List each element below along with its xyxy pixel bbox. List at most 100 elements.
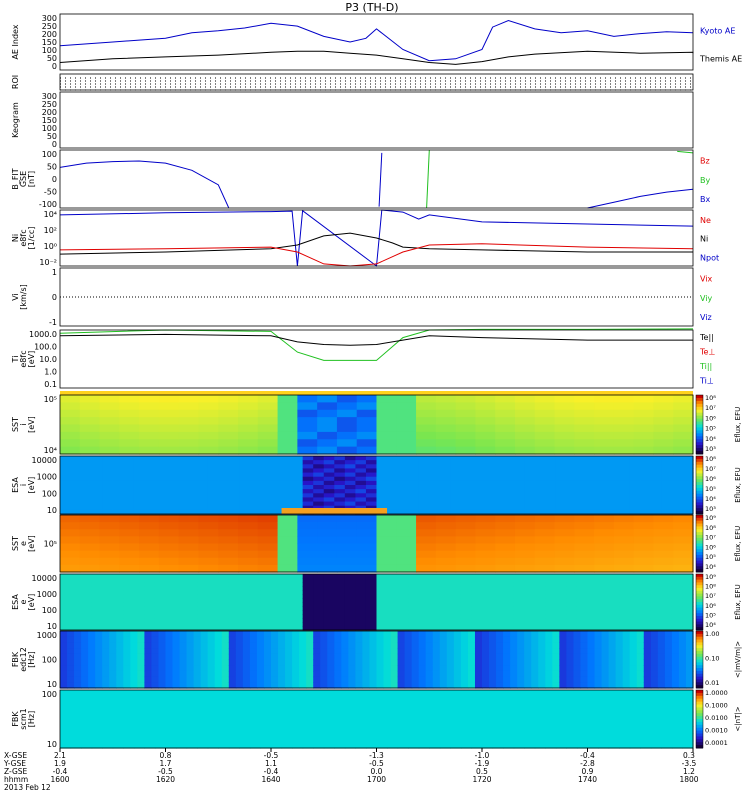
bfit-ytick: 0	[52, 175, 57, 184]
sst_i-ylabel-line: [eV]	[27, 416, 36, 433]
density-series-ne-2	[59, 243, 694, 267]
ae-ytick: 150	[42, 38, 57, 47]
esa_i-ylabel: ESA i [eV]	[11, 477, 36, 494]
ae-ylabel: AE Index	[11, 24, 20, 59]
ti-ytick: 10.0	[39, 355, 57, 364]
cb_esa_e-tick: 10⁶	[705, 602, 716, 610]
cb_esa_e-tick: 10⁸	[705, 583, 716, 591]
footer-value-y: -3.5	[682, 759, 697, 768]
cb_fbk_e-tick: 0.10	[705, 655, 719, 663]
ti-ytick: 100.0	[34, 343, 57, 352]
cb_esa_i-tick: 10⁷	[705, 465, 716, 473]
keogram-ytick: 250	[42, 100, 57, 109]
bfit-ytick: 100	[42, 150, 57, 159]
esa_e-ylabel-line: [eV]	[27, 594, 36, 611]
temperature-series-ti-0	[59, 328, 694, 361]
footer-row-label: X-GSE	[4, 751, 27, 760]
ae-legend-item: Kyoto AE	[700, 27, 735, 36]
bfit-ytick: -50	[44, 188, 57, 197]
fbk_e-ylabel-line: [Hz]	[27, 651, 36, 667]
ti-panel-frame	[59, 329, 694, 389]
temperature-series-te-1	[59, 333, 693, 346]
cb_sst_i: 10⁸ 10⁷ 10⁶ 10⁵ 10⁴ 10³ Eflux, EFU	[695, 394, 742, 455]
cb_sst_e-tick: 10⁴	[705, 563, 716, 571]
fbk_b-ytick: 10	[47, 740, 57, 749]
ni-legend-item: Ni	[700, 235, 708, 244]
esa_e-panel-frame	[59, 573, 694, 631]
vi-ylabel-line: Vi	[11, 293, 20, 301]
keogram-ytick: 0	[52, 140, 57, 149]
fbk_b-ylabel-line: FBK	[11, 711, 20, 727]
footer-value-x: 0.8	[160, 751, 172, 760]
footer-value-x: -1.0	[475, 751, 490, 760]
cb_sst_e-tick: 10⁶	[705, 543, 716, 551]
keogram-ytick: 150	[42, 116, 57, 125]
cb_fbk_e: 1.00 0.10 0.01 <|mV/m|>	[695, 630, 742, 689]
vi-ylabel-line: [km/s]	[19, 284, 28, 310]
vi-legend-item: Viy	[700, 294, 713, 303]
sst_e-ylabel-line: SST	[11, 536, 20, 551]
footer-value-t: 1740	[578, 775, 597, 784]
cb_fbk_b-tick: 0.0010	[705, 727, 728, 735]
vi-legend-item: Vix	[700, 275, 713, 284]
fbk-b-spectrogram	[60, 690, 694, 749]
esa_i-ylabel-line: [eV]	[27, 477, 36, 494]
footer-value-x: -0.4	[580, 751, 595, 760]
ni-ylabel-line: [1/cc]	[27, 227, 36, 250]
footer-value-t: 1700	[367, 775, 386, 784]
sst-i-spectrogram	[60, 395, 694, 455]
cb_sst_e-tick: 10⁹	[705, 514, 716, 522]
footer-row-label: Z-GSE	[4, 767, 28, 776]
ae-ytick: 250	[42, 22, 57, 31]
cb_fbk_b-tick: 1.0000	[705, 689, 728, 697]
footer-value-x: 0.3	[683, 751, 695, 760]
page-title: P3 (TH-D)	[345, 1, 398, 14]
bfit-ylabel: B_FIT GSE [nT]	[11, 168, 36, 189]
ti-ylabel: Ti e8fc [eV]	[11, 350, 36, 367]
vi-ytick: -1	[49, 318, 57, 327]
cb_esa_e-label: Eflux, EFU	[734, 584, 742, 619]
line-plot-layer	[59, 19, 694, 361]
footer-value-z: -0.5	[158, 767, 173, 776]
ae-series-themisae-1	[59, 50, 694, 65]
cb_fbk_b-tick: 0.0001	[705, 739, 728, 747]
vi-ytick: 1	[52, 268, 57, 277]
footer-value-t: 1720	[472, 775, 491, 784]
bfit-legend-item: By	[700, 176, 710, 185]
cb_sst_e-tick: 10⁸	[705, 524, 716, 532]
cb_esa_e-tick: 10⁴	[705, 621, 716, 629]
keogram-ytick: 100	[42, 124, 57, 133]
fbk_e-ytick: 10	[47, 680, 57, 689]
cb_sst_i-label: Eflux, EFU	[734, 407, 742, 442]
ae-ytick: 300	[42, 14, 57, 23]
fbk_e-ylabel-line: FBK	[11, 651, 20, 667]
density-series-ni-1	[59, 232, 693, 255]
ti-ytick: 1000.0	[29, 330, 57, 339]
cb_esa_e-tick: 10⁷	[705, 592, 716, 600]
cb_sst_i-tick: 10⁸	[705, 394, 716, 402]
vi-panel-frame	[59, 267, 694, 327]
cb_sst_i-tick: 10⁴	[705, 435, 716, 443]
footer-value-y: -0.5	[369, 759, 384, 768]
fbk_b-ylabel-line: [Hz]	[27, 711, 36, 727]
cb_sst_i-tick: 10³	[705, 445, 716, 453]
cb_sst_e-tick: 10⁵	[705, 553, 716, 561]
keogram-ylabel-line: Keogram	[11, 102, 20, 138]
sst_e-ytick: 10⁵	[44, 540, 57, 549]
sst_e-panel-frame	[59, 514, 694, 573]
bfit-ytick: -100	[39, 200, 57, 209]
ni-ylabel-line: Ni	[11, 234, 20, 242]
esa_e-ytick: 1000	[37, 590, 57, 599]
ti-legend-item: Te⊥	[699, 348, 715, 357]
fbk-e-spectrogram	[60, 631, 694, 689]
fbk_b-ylabel: FBK scm1 [Hz]	[11, 708, 36, 729]
footer-value-y: 1.9	[54, 759, 66, 768]
bfit-series-bx-2	[587, 188, 694, 209]
cb_esa_i-tick: 10⁵	[705, 485, 716, 493]
cb_esa_i-tick: 10⁸	[705, 455, 716, 463]
roi-ylabel: ROI	[11, 75, 20, 89]
ae-ytick: 100	[42, 46, 57, 55]
footer-row-label: Y-GSE	[3, 759, 26, 768]
